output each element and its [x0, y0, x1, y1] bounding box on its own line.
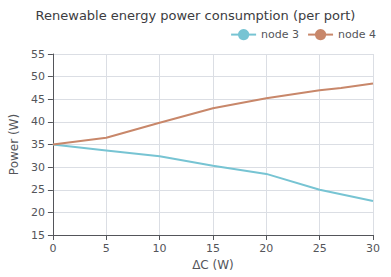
svg-text:30: 30	[31, 161, 45, 174]
svg-text:40: 40	[31, 115, 45, 128]
svg-text:20: 20	[31, 206, 45, 219]
svg-text:0: 0	[49, 242, 56, 255]
svg-text:node 3: node 3	[261, 28, 299, 41]
svg-text:25: 25	[31, 183, 45, 196]
svg-text:30: 30	[366, 242, 380, 255]
svg-text:35: 35	[31, 138, 45, 151]
svg-text:15: 15	[31, 229, 45, 242]
svg-text:20: 20	[259, 242, 273, 255]
svg-text:55: 55	[31, 48, 45, 61]
svg-text:25: 25	[313, 242, 327, 255]
svg-text:5: 5	[103, 242, 110, 255]
svg-text:10: 10	[153, 242, 167, 255]
svg-text:node 4: node 4	[338, 28, 376, 41]
svg-text:45: 45	[31, 93, 45, 106]
svg-text:Renewable energy power consump: Renewable energy power consumption (per …	[36, 8, 356, 23]
svg-text:50: 50	[31, 70, 45, 83]
svg-text:Power (W): Power (W)	[7, 114, 21, 175]
svg-text:15: 15	[206, 242, 220, 255]
svg-text:ΔC (W): ΔC (W)	[192, 258, 234, 272]
